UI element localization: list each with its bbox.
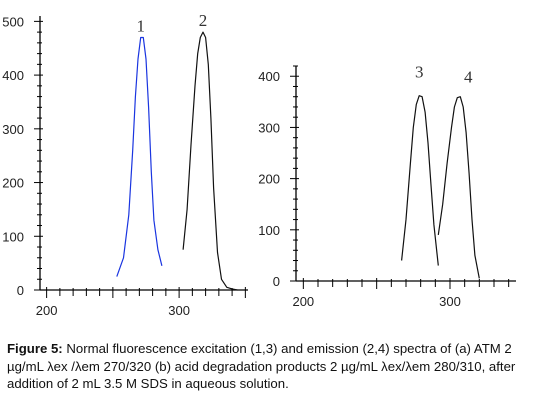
panel-b-peak-label-4: 4	[464, 68, 473, 87]
panel-a-x-tick-label: 200	[36, 303, 58, 318]
panel-a-y-tick-label: 500	[2, 14, 24, 29]
panel-a-y-tick-label: 200	[2, 176, 24, 191]
panel-a-y-tick-label: 100	[2, 229, 24, 244]
panel-b-y-tick-label: 200	[258, 172, 280, 187]
panel-a-peak-label-2: 2	[199, 11, 208, 30]
panel-b-peak-label-3: 3	[415, 63, 424, 82]
spectra-figure: 0 100 200 300 400 500 200 300 1 2 0 100 200 300 400 2…	[2, 11, 516, 318]
panel-a-series-1-line	[116, 36, 163, 277]
panel-b-x-tick-label: 300	[439, 294, 461, 309]
panel-a-y-tick-label: 400	[2, 68, 24, 83]
panel-a-peak-label-1: 1	[136, 16, 145, 35]
figure-caption: Figure 5: Normal fluorescence excitation…	[7, 340, 539, 393]
panel-b-chart: 0 100 200 300 400 200 300 3 4	[258, 63, 516, 309]
panel-b-series-4-line	[437, 96, 480, 279]
panel-a-x-tick-label: 300	[168, 303, 190, 318]
panel-a-y-tick-label: 300	[2, 122, 24, 137]
panel-a-y-tick-label: 0	[17, 283, 24, 298]
panel-b-y-tick-label: 0	[273, 274, 280, 289]
panel-b-y-tick-label: 300	[258, 120, 280, 135]
panel-a-series-2-line	[182, 31, 238, 291]
panel-a-chart: 0 100 200 300 400 500 200 300 1 2	[2, 11, 248, 318]
figure-caption-text: Normal fluorescence excitation (1,3) and…	[7, 341, 516, 391]
figure-caption-label: Figure 5:	[7, 341, 63, 356]
panel-b-y-tick-label: 100	[258, 223, 280, 238]
panel-b-y-tick-label: 400	[258, 69, 280, 84]
panel-b-series-3-line	[401, 95, 439, 266]
panel-b-x-tick-label: 200	[292, 294, 314, 309]
